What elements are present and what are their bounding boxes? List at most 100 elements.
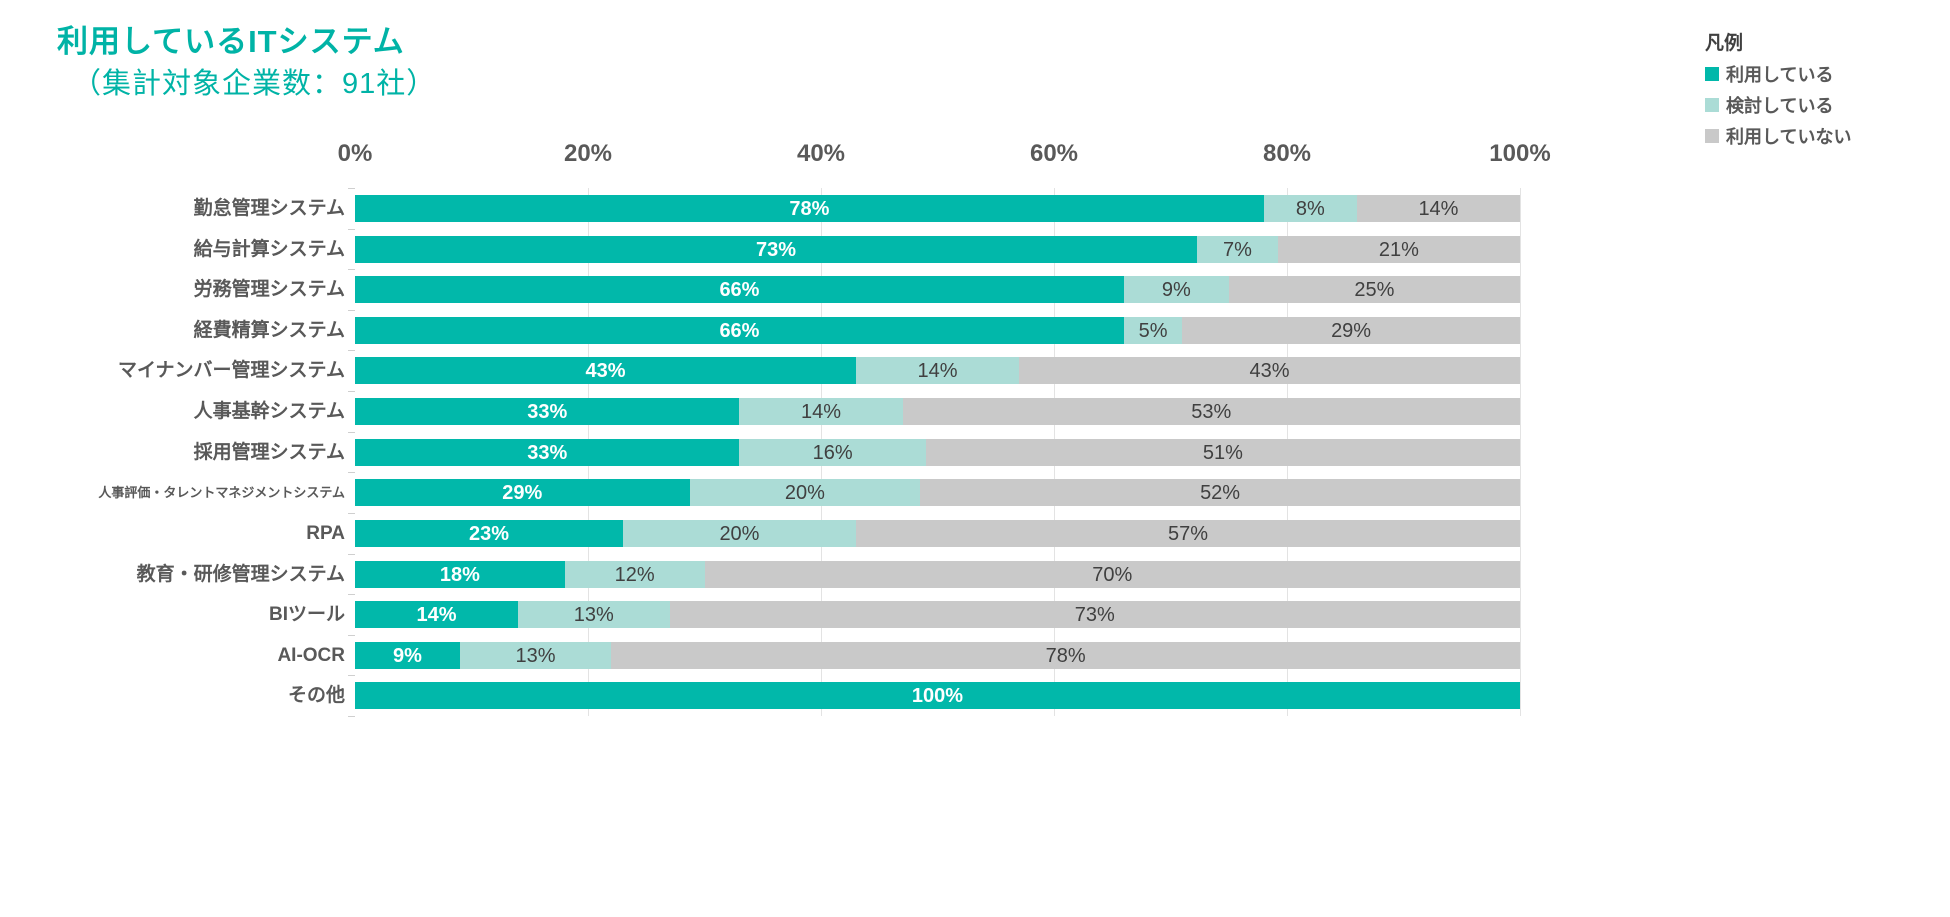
bar-row: 14% 13% 73% xyxy=(355,594,1520,635)
stacked-bar: 33% 16% 51% xyxy=(355,439,1521,466)
bar-value-label: 78% xyxy=(1045,644,1086,667)
bar-segment-considering: 12% xyxy=(564,561,705,588)
bar-segment-not-using: 53% xyxy=(902,398,1520,425)
axis-tick-mark xyxy=(348,554,355,555)
axis-tick-mark xyxy=(348,472,355,473)
bar-value-label: 9% xyxy=(392,644,422,667)
axis-tick-mark xyxy=(348,391,355,392)
bar-value-label: 33% xyxy=(527,441,568,464)
axis-tick-mark xyxy=(348,269,355,270)
bar-segment-using: 66% xyxy=(355,317,1124,344)
bar-segment-considering: 9% xyxy=(1123,276,1229,303)
bar-value-label: 43% xyxy=(1249,359,1290,382)
bar-row: 66% 9% 25% xyxy=(355,269,1520,310)
bar-segment-not-using: 78% xyxy=(611,642,1520,669)
bar-value-label: 73% xyxy=(1074,603,1115,626)
axis-tick-mark xyxy=(348,310,355,311)
stacked-bar: 14% 13% 73% xyxy=(355,601,1520,628)
legend-item-using: 利用している xyxy=(1705,61,1851,87)
category-label: その他 xyxy=(287,685,345,706)
bar-row: 33% 16% 51% xyxy=(355,432,1521,473)
category-label: AI-OCR xyxy=(277,645,345,666)
bar-segment-using: 18% xyxy=(355,561,565,588)
axis-tick-mark xyxy=(348,635,355,636)
bar-row: 33% 14% 53% xyxy=(355,391,1520,432)
bar-value-label: 13% xyxy=(515,644,556,667)
stacked-bar: 9% 13% 78% xyxy=(355,642,1520,669)
axis-tick-mark xyxy=(348,229,355,230)
bar-row: 9% 13% 78% xyxy=(355,635,1520,676)
bar-row: 66% 5% 29% xyxy=(355,310,1520,351)
bar-segment-not-using: 51% xyxy=(925,439,1521,466)
bar-segment-using: 78% xyxy=(355,195,1264,222)
bar-value-label: 100% xyxy=(911,684,964,707)
category-label: RPA xyxy=(306,523,345,544)
legend: 凡例 利用している 検討している 利用していない xyxy=(1705,28,1851,154)
bar-segment-considering: 16% xyxy=(739,439,926,466)
bar-row: 100% xyxy=(355,675,1520,716)
bar-segment-using: 14% xyxy=(355,601,519,628)
bar-segment-not-using: 70% xyxy=(704,561,1520,588)
bar-row: 29% 20% 52% xyxy=(355,472,1520,513)
bar-segment-using: 33% xyxy=(355,439,740,466)
bar-value-label: 33% xyxy=(527,400,568,423)
bar-row: 43% 14% 43% xyxy=(355,350,1520,391)
bar-value-label: 14% xyxy=(416,603,457,626)
bar-value-label: 21% xyxy=(1378,238,1419,261)
bar-segment-considering: 14% xyxy=(855,357,1020,384)
stacked-bar: 18% 12% 70% xyxy=(355,561,1520,588)
category-label: 人事評価・タレントマネジメントシステム xyxy=(98,485,345,500)
bar-segment-considering: 7% xyxy=(1197,236,1278,263)
bar-value-label: 7% xyxy=(1222,238,1252,261)
bar-segment-not-using: 52% xyxy=(920,479,1520,506)
bar-value-label: 14% xyxy=(917,359,958,382)
bar-segment-using: 43% xyxy=(355,357,856,384)
x-axis-tick-label: 40% xyxy=(796,140,846,167)
bar-value-label: 20% xyxy=(784,481,825,504)
category-label: 人事基幹システム xyxy=(193,401,345,422)
bar-row: 18% 12% 70% xyxy=(355,554,1520,595)
bar-segment-using: 33% xyxy=(355,398,740,425)
category-label: 勤怠管理システム xyxy=(193,198,345,219)
bar-row: 78% 8% 14% xyxy=(355,188,1520,229)
x-axis: 0% 20% 40% 60% 80% 100% xyxy=(338,140,1551,174)
bar-segment-not-using: 57% xyxy=(855,520,1520,547)
stacked-bar: 66% 5% 29% xyxy=(355,317,1520,344)
stacked-bar: 33% 14% 53% xyxy=(355,398,1520,425)
axis-tick-mark xyxy=(348,716,355,717)
x-axis-tick-label: 0% xyxy=(337,140,373,167)
bar-value-label: 52% xyxy=(1200,481,1241,504)
bar-value-label: 73% xyxy=(756,238,797,261)
bar-segment-not-using: 14% xyxy=(1356,195,1520,222)
stacked-bar: 78% 8% 14% xyxy=(355,195,1520,222)
bar-value-label: 8% xyxy=(1295,197,1325,220)
bar-row: 23% 20% 57% xyxy=(355,513,1520,554)
bar-value-label: 12% xyxy=(614,563,655,586)
axis-tick-mark xyxy=(348,432,355,433)
legend-item-not-using: 利用していない xyxy=(1705,123,1851,149)
legend-swatch-icon xyxy=(1705,67,1719,81)
bar-value-label: 5% xyxy=(1138,319,1168,342)
stacked-bar: 66% 9% 25% xyxy=(355,276,1520,303)
axis-tick-mark xyxy=(348,188,355,189)
category-label: 採用管理システム xyxy=(193,442,345,463)
bar-value-label: 78% xyxy=(789,197,830,220)
bar-row: 73% 7% 21% xyxy=(355,229,1521,270)
bar-value-label: 14% xyxy=(800,400,842,423)
bar-segment-using: 66% xyxy=(355,276,1124,303)
category-label: マイナンバー管理システム xyxy=(117,360,345,381)
bar-value-label: 13% xyxy=(573,603,614,626)
legend-item-considering: 検討している xyxy=(1705,92,1851,118)
bar-segment-considering: 20% xyxy=(689,479,921,506)
bar-value-label: 66% xyxy=(719,278,760,301)
bar-value-label: 9% xyxy=(1161,278,1191,301)
legend-heading: 凡例 xyxy=(1705,33,1744,54)
x-axis-tick-label: 100% xyxy=(1489,140,1551,167)
chart-subtitle: （集計対象企業数：91社） xyxy=(72,68,437,100)
category-label: 経費精算システム xyxy=(193,320,345,341)
category-label: 給与計算システム xyxy=(193,239,345,260)
bar-value-label: 29% xyxy=(1331,319,1372,342)
axis-tick-mark xyxy=(348,594,355,595)
axis-tick-mark xyxy=(348,513,355,514)
stacked-bar: 29% 20% 52% xyxy=(355,479,1520,506)
